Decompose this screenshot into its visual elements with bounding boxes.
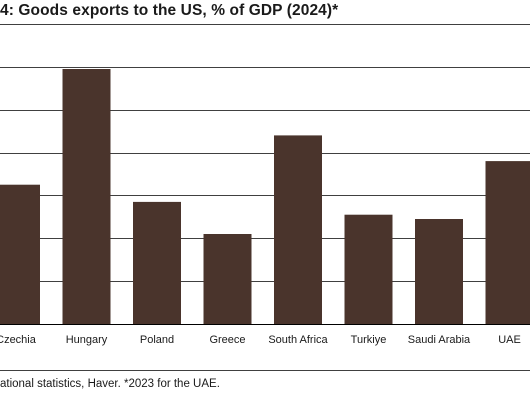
chart-title: 4: Goods exports to the US, % of GDP (20… (0, 2, 339, 19)
bar-czechia (0, 184, 40, 324)
bar-hungary (62, 69, 111, 324)
x-tick-label: Hungary (66, 334, 108, 346)
x-tick-label: Saudi Arabia (408, 334, 471, 346)
x-tick-label: Greece (209, 334, 245, 346)
x-tick-label: Poland (140, 334, 174, 346)
x-tick-label: Czechia (0, 334, 37, 346)
x-tick-label: South Africa (268, 334, 328, 346)
bar-south-africa (274, 135, 322, 324)
bar-greece (203, 234, 252, 324)
bar-poland (133, 201, 181, 324)
bar-uae (485, 161, 530, 324)
x-tick-label: Turkiye (351, 334, 387, 346)
bar-saudi-arabia (415, 219, 463, 324)
x-tick-label: UAE (498, 334, 521, 346)
source-note: ational statistics, Haver. *2023 for the… (0, 378, 220, 390)
bars (0, 69, 530, 324)
x-tick-labels: Czechia Hungary Poland Greece South Africa Tu… (0, 334, 521, 346)
bar-turkiye (344, 214, 393, 324)
